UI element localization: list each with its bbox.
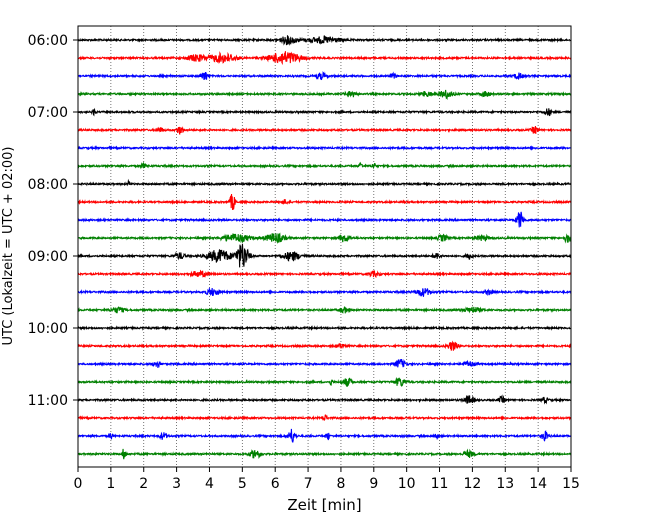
x-tick-label: 14 [529,476,547,492]
x-tick-label: 9 [369,476,378,492]
trace-0915 [77,269,572,278]
trace-0815 [77,193,572,211]
trace-1130 [77,428,572,443]
trace-0900 [77,243,572,268]
trace-1045 [77,376,572,387]
trace-0800 [77,178,572,187]
y-tick-label: 08:00 [28,177,68,193]
plot-frame [77,25,572,468]
trace-0600 [77,35,572,46]
trace-0945 [77,306,572,314]
y-tick-label: 07:00 [28,105,68,121]
trace-0830 [77,211,572,228]
trace-1100 [77,394,572,405]
seismic-traces [77,35,572,460]
trace-0645 [77,89,572,101]
x-tick-label: 13 [496,476,514,492]
x-axis-ticks: 0 1 2 3 4 5 6 7 8 9 10 11 12 13 14 15 [74,467,580,492]
x-tick-label: 5 [238,476,247,492]
trace-0615 [77,50,572,66]
trace-1115 [77,414,572,422]
trace-1000 [77,325,572,331]
y-tick-label: 06:00 [28,33,68,49]
trace-0630 [77,70,572,81]
trace-1145 [77,448,572,460]
y-axis-ticks: 06:00 07:00 08:00 09:00 10:00 11:00 [28,33,78,409]
x-tick-label: 8 [336,476,345,492]
y-axis-label: UTC (Lokalzeit = UTC + 02:00) [1,147,16,346]
y-tick-label: 09:00 [28,249,68,265]
trace-0730 [77,145,572,151]
x-tick-label: 6 [271,476,280,492]
x-tick-label: 4 [205,476,214,492]
x-tick-label: 2 [139,476,148,492]
trace-1030 [77,359,572,369]
trace-0845 [77,232,572,245]
x-tick-label: 0 [74,476,83,492]
trace-0700 [77,107,572,117]
x-tick-label: 15 [562,476,580,492]
y-tick-label: 10:00 [28,321,68,337]
trace-0715 [77,125,572,135]
x-axis-label: Zeit [min] [287,496,361,514]
trace-1015 [77,340,572,351]
y-tick-label: 11:00 [28,393,68,409]
x-tick-label: 3 [172,476,181,492]
x-tick-label: 7 [304,476,313,492]
trace-0930 [77,287,572,297]
x-tick-label: 10 [398,476,416,492]
x-tick-label: 11 [431,476,449,492]
x-tick-label: 1 [106,476,115,492]
x-tick-label: 12 [463,476,481,492]
trace-0745 [77,161,572,170]
